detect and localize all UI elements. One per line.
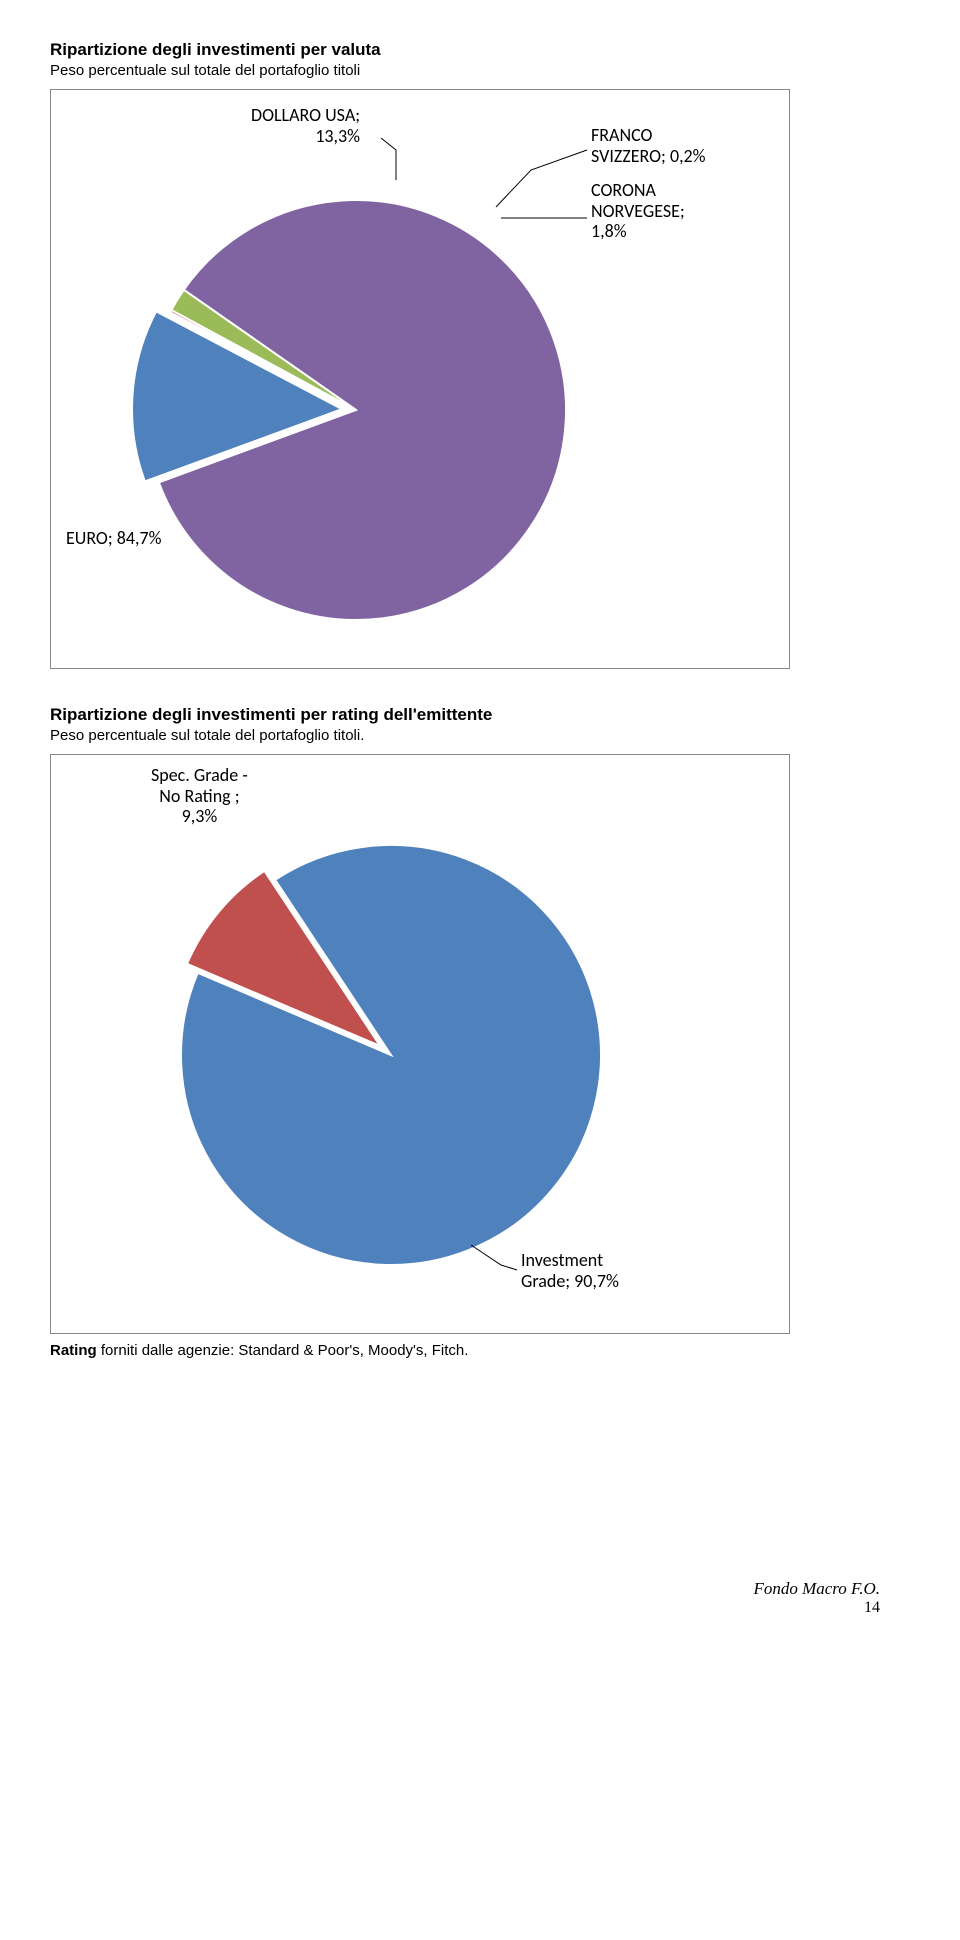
section-2-title: Ripartizione degli investimenti per rati… — [50, 705, 910, 725]
section-2-footer-note: Rating forniti dalle agenzie: Standard &… — [50, 1342, 910, 1359]
leader-usa — [381, 138, 396, 180]
footer-brand: Fondo Macro F.O. — [50, 1579, 880, 1599]
chart-1-frame: DOLLARO USA; 13,3% FRANCO SVIZZERO; 0,2%… — [50, 89, 790, 669]
section-1: Ripartizione degli investimenti per valu… — [50, 40, 910, 669]
chart1-leaders — [51, 90, 791, 670]
section-1-subtitle: Peso percentuale sul totale del portafog… — [50, 62, 910, 79]
section-2: Ripartizione degli investimenti per rati… — [50, 705, 910, 1359]
footer-note-text: forniti dalle agenzie: Standard & Poor's… — [101, 1342, 469, 1359]
chart2-leaders — [51, 755, 791, 1335]
leader-chf — [496, 150, 587, 207]
page-footer: Fondo Macro F.O. 14 — [50, 1579, 910, 1617]
section-2-subtitle: Peso percentuale sul totale del portafog… — [50, 727, 910, 744]
chart-2-frame: Spec. Grade - No Rating ; 9,3% Investmen… — [50, 754, 790, 1334]
footer-page-number: 14 — [50, 1599, 880, 1617]
leader-inv — [471, 1245, 517, 1270]
section-1-title: Ripartizione degli investimenti per valu… — [50, 40, 910, 60]
